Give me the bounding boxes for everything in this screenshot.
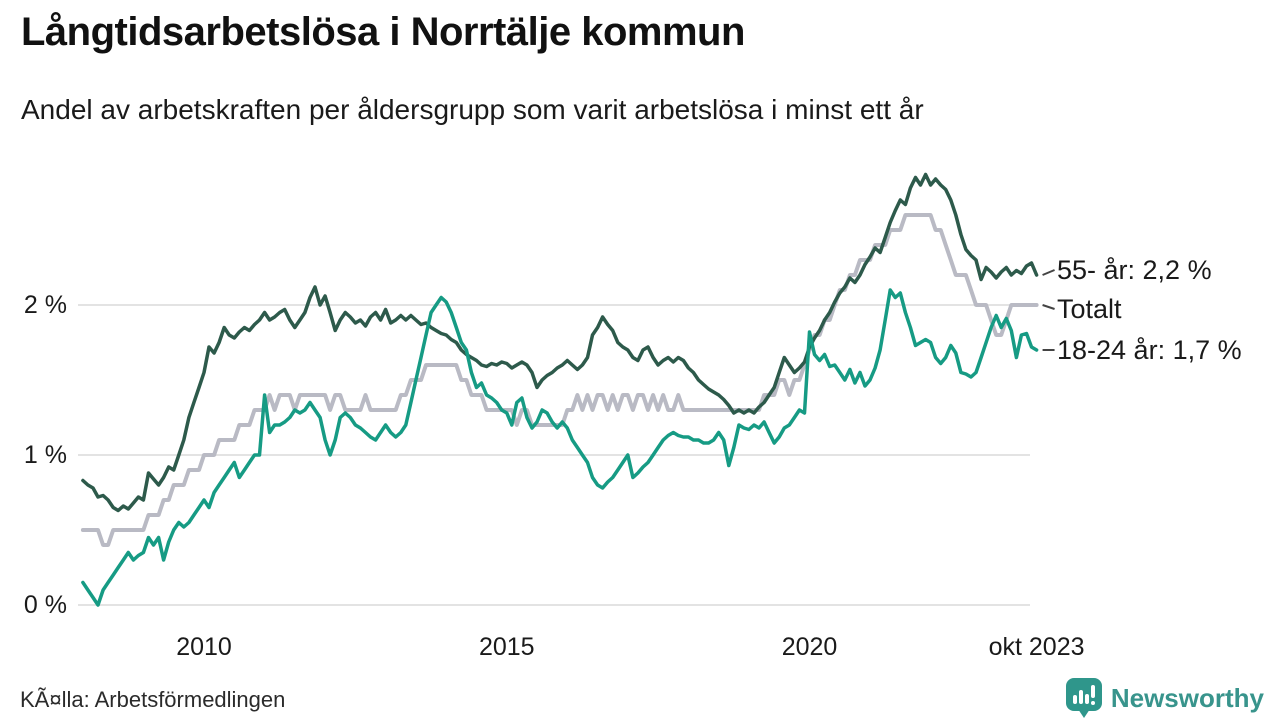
newsworthy-logo-text: Newsworthy bbox=[1110, 683, 1264, 713]
y-tick-label: 0 % bbox=[23, 591, 67, 619]
end-label-leader bbox=[1042, 304, 1055, 310]
source-note: KÃ¤lla: Arbetsförmedlingen bbox=[20, 687, 286, 712]
series-line-2 bbox=[80, 213, 1039, 547]
end-label-leader bbox=[1042, 269, 1055, 276]
x-tick-label: 2020 bbox=[781, 633, 838, 661]
y-tick-label: 2 % bbox=[23, 291, 67, 319]
x-tick-label: 2010 bbox=[176, 633, 232, 661]
page-title: Långtidsarbetslösa i Norrtälje kommun bbox=[21, 10, 745, 54]
series-end-label-2: Totalt bbox=[1057, 294, 1122, 324]
series-end-label-1: 55- år: 2,2 % bbox=[1057, 255, 1212, 285]
bar-chart-pin-icon bbox=[1065, 678, 1102, 718]
newsworthy-logo[interactable]: Newsworthy bbox=[1065, 678, 1264, 719]
y-tick-label: 1 % bbox=[23, 441, 67, 469]
x-tick-label: 2015 bbox=[478, 633, 535, 661]
series-line-3 bbox=[81, 288, 1039, 607]
chart-subtitle: Andel av arbetskraften per åldersgrupp s… bbox=[21, 94, 924, 125]
series-line-1 bbox=[81, 172, 1039, 513]
x-tick-label: okt 2023 bbox=[988, 633, 1085, 661]
series-end-label-3: 18-24 år: 1,7 % bbox=[1057, 335, 1242, 365]
